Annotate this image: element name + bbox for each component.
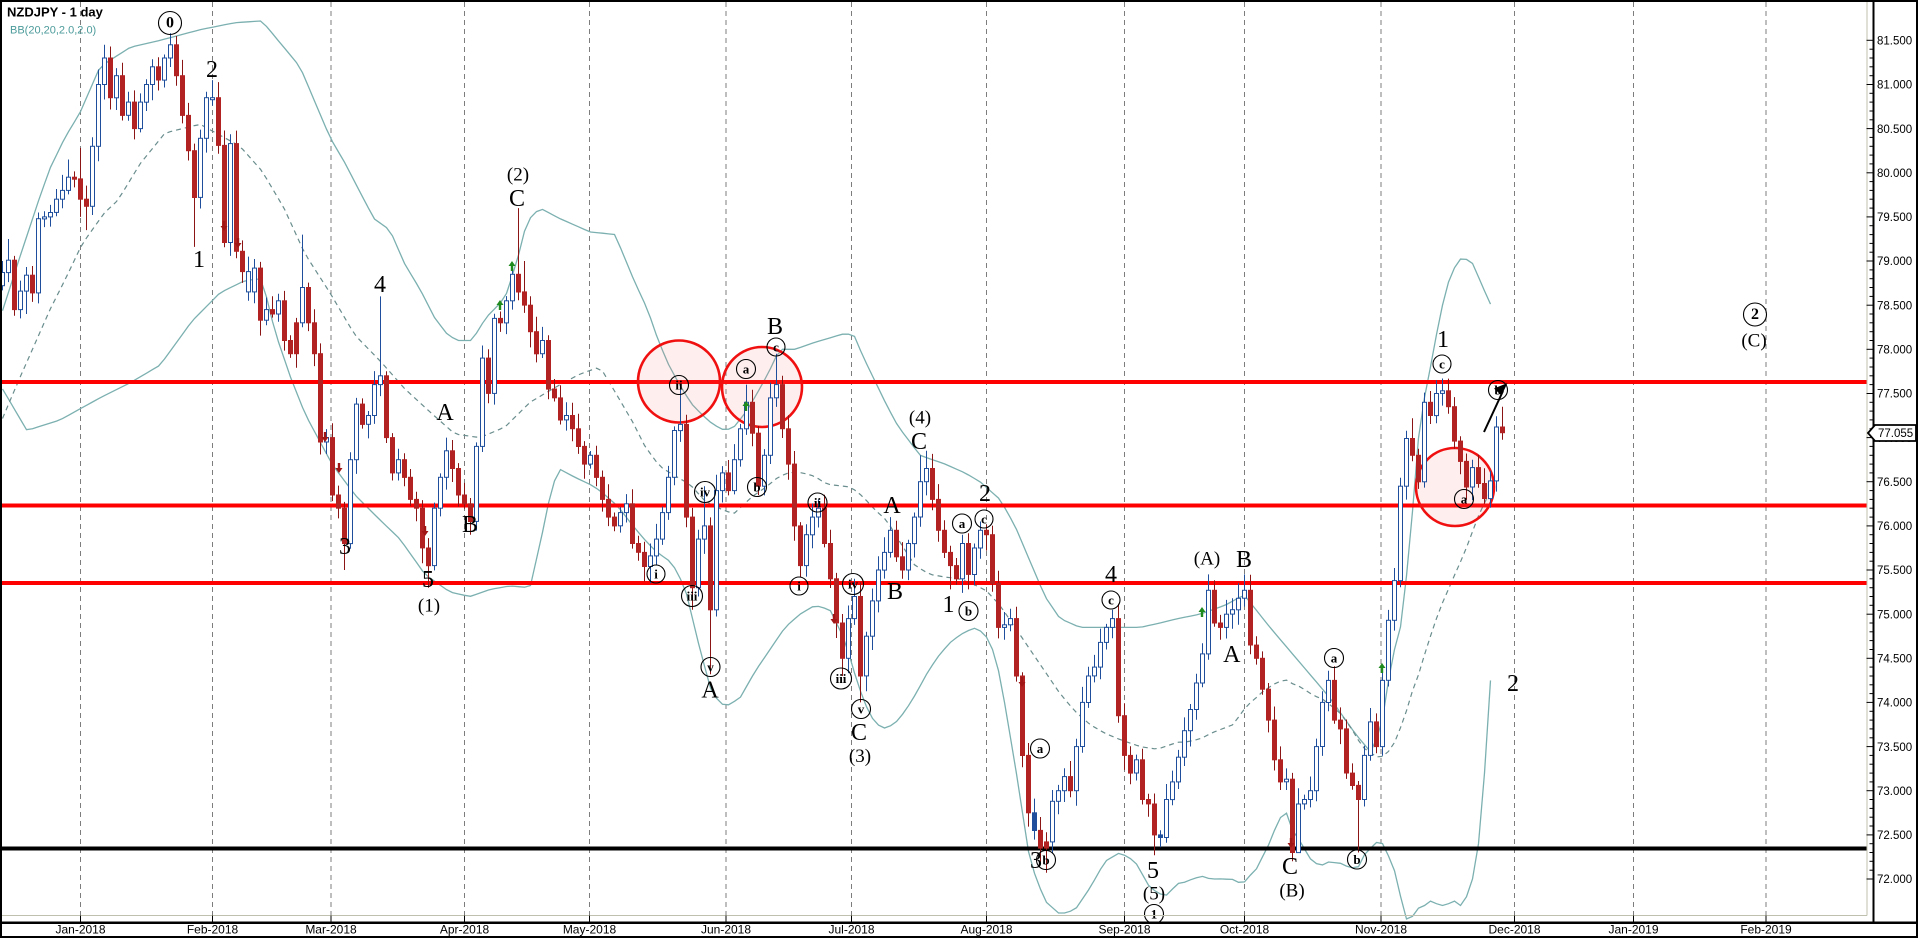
svg-text:a: a: [1461, 492, 1468, 507]
svg-text:Jun-2018: Jun-2018: [701, 923, 751, 937]
svg-text:76.000: 76.000: [1877, 521, 1912, 533]
svg-text:1: 1: [1151, 907, 1158, 922]
svg-text:iv: iv: [700, 485, 711, 500]
svg-text:ii: ii: [675, 378, 683, 393]
svg-text:74.500: 74.500: [1877, 654, 1912, 666]
svg-text:75.000: 75.000: [1877, 609, 1912, 621]
svg-text:Dec-2018: Dec-2018: [1488, 923, 1540, 937]
svg-text:B: B: [887, 579, 903, 605]
svg-text:Apr-2018: Apr-2018: [440, 923, 490, 937]
svg-text:74.000: 74.000: [1877, 698, 1912, 710]
svg-text:BB(20,20,2.0,2.0): BB(20,20,2.0,2.0): [10, 25, 96, 37]
svg-text:iv: iv: [848, 577, 859, 592]
svg-text:i: i: [654, 567, 658, 582]
svg-text:iii: iii: [687, 589, 698, 604]
svg-text:80.000: 80.000: [1877, 168, 1912, 180]
svg-text:(2): (2): [507, 165, 529, 186]
svg-text:ii: ii: [814, 495, 822, 510]
svg-text:81.000: 81.000: [1877, 80, 1912, 92]
svg-text:b: b: [753, 480, 760, 495]
svg-text:Sep-2018: Sep-2018: [1098, 923, 1150, 937]
svg-text:2: 2: [979, 481, 991, 507]
svg-text:b: b: [1042, 853, 1049, 868]
svg-text:C: C: [509, 186, 525, 212]
svg-text:Jan-2018: Jan-2018: [55, 923, 105, 937]
svg-text:b: b: [1353, 852, 1360, 867]
svg-text:c: c: [981, 512, 987, 527]
svg-text:v: v: [858, 702, 865, 717]
svg-text:80.500: 80.500: [1877, 124, 1912, 136]
svg-text:Aug-2018: Aug-2018: [960, 923, 1012, 937]
svg-text:1: 1: [1437, 327, 1449, 353]
svg-text:C: C: [851, 720, 867, 746]
svg-text:2: 2: [206, 57, 218, 83]
svg-text:5: 5: [422, 567, 434, 593]
svg-text:2: 2: [1751, 306, 1759, 323]
svg-text:C: C: [911, 429, 927, 455]
svg-text:Feb-2018: Feb-2018: [187, 923, 239, 937]
svg-text:(B): (B): [1279, 881, 1304, 902]
svg-text:0: 0: [166, 15, 174, 32]
svg-text:77.055: 77.055: [1878, 428, 1913, 440]
svg-text:B: B: [1236, 547, 1252, 573]
svg-text:A: A: [883, 493, 901, 519]
svg-text:v: v: [707, 660, 714, 675]
svg-text:73.000: 73.000: [1877, 786, 1912, 798]
svg-text:4: 4: [374, 272, 386, 298]
svg-text:75.500: 75.500: [1877, 565, 1912, 577]
svg-text:(5): (5): [1143, 884, 1165, 905]
svg-text:i: i: [797, 579, 801, 594]
svg-text:81.500: 81.500: [1877, 36, 1912, 48]
svg-text:Oct-2018: Oct-2018: [1220, 923, 1270, 937]
svg-text:(4): (4): [909, 408, 931, 429]
svg-text:78.000: 78.000: [1877, 345, 1912, 357]
svg-text:1: 1: [943, 592, 955, 618]
svg-text:B: B: [462, 512, 478, 538]
svg-text:2: 2: [1507, 671, 1519, 697]
svg-text:c: c: [773, 340, 779, 355]
svg-text:C: C: [1282, 854, 1298, 880]
svg-text:a: a: [959, 516, 966, 531]
svg-text:A: A: [701, 678, 719, 704]
svg-text:Nov-2018: Nov-2018: [1355, 923, 1407, 937]
svg-text:77.500: 77.500: [1877, 389, 1912, 401]
svg-text:3: 3: [339, 534, 351, 560]
svg-text:A: A: [1223, 642, 1241, 668]
svg-text:May-2018: May-2018: [563, 923, 617, 937]
svg-text:a: a: [1331, 651, 1338, 666]
svg-text:Mar-2018: Mar-2018: [305, 923, 357, 937]
svg-text:b: b: [965, 604, 972, 619]
svg-text:73.500: 73.500: [1877, 742, 1912, 754]
svg-text:72.500: 72.500: [1877, 830, 1912, 842]
svg-text:Feb-2019: Feb-2019: [1740, 923, 1792, 937]
svg-text:79.500: 79.500: [1877, 212, 1912, 224]
svg-text:a: a: [1037, 741, 1044, 756]
svg-text:5: 5: [1147, 858, 1159, 884]
svg-text:79.000: 79.000: [1877, 256, 1912, 268]
svg-text:78.500: 78.500: [1877, 300, 1912, 312]
svg-text:Jul-2018: Jul-2018: [828, 923, 874, 937]
svg-text:c: c: [1108, 593, 1114, 608]
svg-text:4: 4: [1105, 562, 1117, 588]
svg-text:c: c: [1439, 357, 1445, 372]
svg-text:a: a: [743, 362, 750, 377]
svg-text:Jan-2019: Jan-2019: [1608, 923, 1658, 937]
svg-text:(A): (A): [1194, 549, 1220, 570]
svg-text:NZDJPY - 1 day: NZDJPY - 1 day: [7, 5, 104, 20]
svg-text:(1): (1): [418, 596, 440, 617]
svg-text:(C): (C): [1741, 331, 1766, 352]
svg-text:A: A: [436, 400, 454, 426]
svg-text:1: 1: [193, 247, 205, 273]
svg-text:iii: iii: [836, 671, 847, 686]
svg-text:72.000: 72.000: [1877, 874, 1912, 886]
svg-text:(3): (3): [849, 746, 871, 767]
svg-text:76.500: 76.500: [1877, 477, 1912, 489]
svg-text:B: B: [767, 314, 783, 340]
